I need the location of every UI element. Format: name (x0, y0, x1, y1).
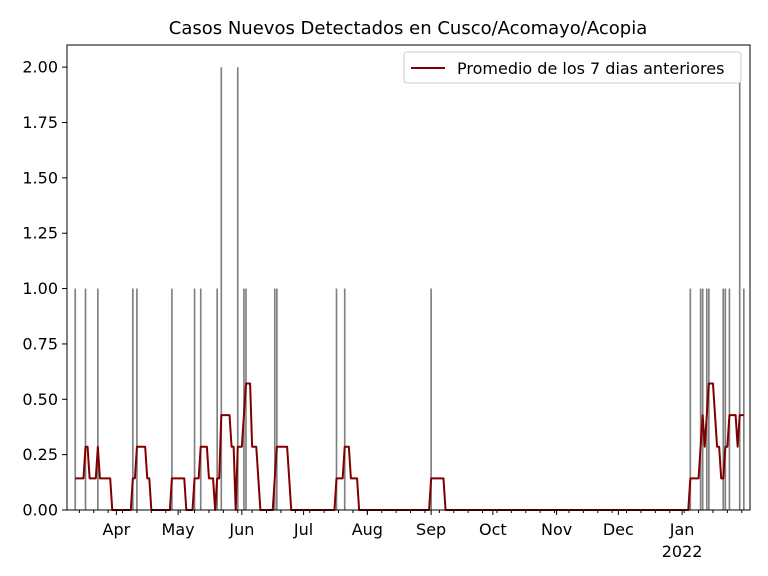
x-axis: Apr May Jun Jul Aug Sep Oct Nov Dec Jan 2022 (78, 510, 743, 561)
case-bar (699, 288, 702, 510)
moving-average-line (75, 382, 744, 511)
y-tick-label: 0.75 (22, 334, 58, 353)
case-bar (243, 288, 245, 510)
x-tick-label: Apr (103, 520, 131, 539)
case-bar (335, 288, 338, 510)
case-bar (216, 288, 218, 510)
case-bar (276, 288, 278, 510)
case-bar (430, 288, 432, 510)
case-bar (245, 288, 247, 510)
x-tick-label: May (162, 520, 195, 539)
legend-label: Promedio de los 7 dias anteriores (457, 59, 724, 78)
x-tick-label: Jun (228, 520, 254, 539)
y-tick-label: 1.00 (22, 279, 58, 298)
case-bar (74, 288, 77, 510)
x-tick-label: Jul (293, 520, 313, 539)
y-tick-label: 0.50 (22, 390, 58, 409)
case-bar (136, 288, 138, 510)
daily-cases-bars (74, 67, 745, 510)
y-tick-label: 2.00 (22, 58, 58, 77)
x-tick-label: Jan (669, 520, 695, 539)
x-tick-label: Nov (541, 520, 572, 539)
case-bar (708, 288, 710, 510)
case-bar (738, 67, 741, 510)
case-bar (705, 288, 708, 510)
case-bar (171, 288, 173, 510)
legend: Promedio de los 7 dias anteriores (403, 51, 742, 84)
x-tick-label: Oct (479, 520, 507, 539)
y-axis: 0.00 0.25 0.50 0.75 1.00 1.25 1.50 1.75 2.00 (22, 58, 67, 520)
x-tick-label: Dec (603, 520, 634, 539)
case-bar (84, 288, 87, 510)
y-tick-label: 0.00 (22, 501, 58, 520)
case-bar (701, 288, 704, 510)
legend-box (403, 51, 742, 84)
case-bar (97, 288, 99, 510)
case-bar (193, 288, 196, 510)
case-bar (728, 288, 731, 510)
case-bar (722, 288, 725, 510)
chart-title: Casos Nuevos Detectados en Cusco/Acomayo… (169, 18, 648, 39)
y-tick-label: 0.25 (22, 445, 58, 464)
case-bar (220, 67, 223, 510)
case-bar (743, 288, 745, 510)
y-tick-label: 1.50 (22, 168, 58, 187)
case-bar (689, 288, 692, 510)
case-bar (199, 288, 202, 510)
y-tick-label: 1.25 (22, 224, 58, 243)
case-bar (236, 67, 239, 510)
case-bar (724, 288, 727, 510)
case-bar (343, 288, 346, 510)
x-tick-label: Aug (352, 520, 383, 539)
plot-frame (66, 44, 751, 511)
y-tick-label: 1.75 (22, 113, 58, 132)
case-bar (132, 288, 134, 510)
case-bar (273, 288, 276, 510)
x-tick-year-label: 2022 (662, 542, 703, 561)
x-tick-label: Sep (416, 520, 446, 539)
moving-average-series (75, 382, 744, 511)
